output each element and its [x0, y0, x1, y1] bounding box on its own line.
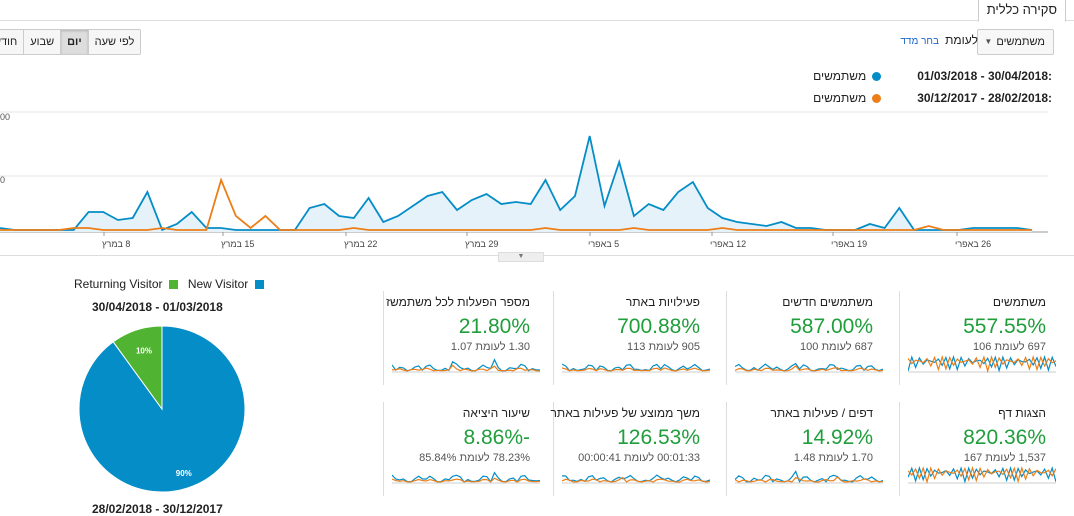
metric-card-change: 126.53%: [617, 426, 700, 449]
sparkline: [735, 362, 883, 373]
metric-card-change: 820.36%: [963, 426, 1046, 449]
pie-legend: Returning Visitor New Visitor: [74, 277, 264, 291]
metric-card[interactable]: דפים / פעילות באתר 14.92% 1.70 לעומת 1.48: [726, 402, 883, 496]
metric-card-title: דפים / פעילות באתר: [770, 406, 873, 420]
metric-card-compare: 1,537 לעומת 167: [963, 452, 1046, 464]
pie-slice-label: 10%: [136, 347, 152, 356]
x-tick-label: 19 באפרי: [831, 239, 868, 249]
sparkline: [392, 358, 540, 373]
metric-dropdown[interactable]: ▼ משתמשים: [977, 29, 1054, 55]
sparkline-series: [392, 358, 540, 372]
sparkline-series: [562, 367, 710, 372]
versus-label: לעומת: [945, 33, 978, 47]
legend-metric: משתמשים: [813, 69, 867, 83]
sparkline: [735, 470, 883, 484]
legend-new: New Visitor: [188, 277, 264, 291]
pie-date-previous: 28/02/2018 - 30/12/2017: [92, 502, 223, 516]
chevron-down-icon: ▼: [984, 37, 993, 46]
legend-square-icon: [254, 280, 264, 290]
sparkline: [908, 466, 1056, 484]
sparkline-series: [392, 477, 540, 483]
x-tick-label: 5 באפרי: [588, 239, 620, 249]
metric-card-change: 557.55%: [963, 315, 1046, 338]
series-dot-icon: [872, 71, 882, 81]
metric-card[interactable]: משתמשים חדשים 587.00% 687 לעומת 100: [726, 291, 883, 385]
metric-dropdown-label: משתמשים: [996, 36, 1045, 48]
metric-card[interactable]: שיעור היציאה -8.86% 78.23% לעומת 85.84%: [383, 402, 540, 496]
x-tick-label: 29 במרץ: [465, 239, 499, 249]
metric-card-compare: 78.23% לעומת 85.84%: [419, 452, 530, 464]
series-line[interactable]: [0, 177, 1032, 231]
metric-card-title: משך ממוצע של פעילות באתר: [550, 406, 700, 420]
metric-card-title: הצגות דף: [998, 406, 1046, 420]
x-tick-label: 26 באפרי: [955, 239, 992, 249]
sparkline-series: [735, 476, 883, 483]
metric-card-change: 14.92%: [801, 426, 873, 449]
metric-card-change: -8.86%: [463, 426, 530, 449]
metric-card-title: פעילויות באתר: [625, 295, 700, 309]
metric-card[interactable]: משך ממוצע של פעילות באתר 126.53% 00:01:33 …: [550, 402, 710, 496]
legend-metric: משתמשים: [813, 91, 867, 105]
sparkline-series: [735, 362, 883, 372]
sparkline-series: [562, 476, 710, 483]
pie-slice-returning-visitor[interactable]: [112, 325, 163, 411]
metric-card[interactable]: פעילויות באתר 700.88% 905 לעומת 113: [553, 291, 710, 385]
series-dot-icon: [872, 93, 882, 103]
day-button[interactable]: יום: [60, 30, 88, 54]
sparkline-series: [392, 364, 540, 372]
legend-series-1: :30/04/2018 - 01/03/2018 משתמשים: [813, 69, 1052, 83]
collapse-handle[interactable]: ▼: [498, 252, 544, 262]
metric-card-compare: 905 לעומת 113: [627, 341, 700, 353]
legend-returning: Returning Visitor: [74, 277, 178, 291]
x-tick-label: 8 במרץ: [102, 239, 131, 249]
metric-card-compare: 1.70 לעומת 1.48: [793, 452, 873, 464]
y-tick-label: 00: [0, 112, 11, 122]
sparkline-series: [735, 365, 883, 372]
metric-card-change: 587.00%: [790, 315, 873, 338]
sparkline: [562, 363, 710, 373]
line-chart[interactable]: [0, 108, 1048, 236]
sparkline: [392, 471, 540, 484]
sparkline: [908, 355, 1056, 373]
pick-metric-link[interactable]: בחר מדד: [900, 36, 939, 47]
metric-card[interactable]: מספר הפעלות לכל משתמשז 21.80% 1.30 לעומת 1…: [383, 291, 540, 385]
legend-series-2: :28/02/2018 - 30/12/2017 משתמשים: [813, 91, 1052, 105]
legend-range: :28/02/2018 - 30/12/2017: [917, 91, 1052, 105]
metric-card-title: משתמשים חדשים: [782, 295, 873, 309]
metric-card-compare: 697 לעומת 106: [973, 341, 1046, 353]
legend-square-icon: [168, 280, 178, 290]
metric-card-title: משתמשים: [992, 295, 1046, 309]
metric-card-change: 700.88%: [617, 315, 700, 338]
x-tick-label: 15 במרץ: [221, 239, 255, 249]
series-area: [0, 136, 1032, 232]
pie-slice-label: 90%: [176, 469, 192, 478]
sparkline-series: [908, 466, 1056, 484]
visitor-pie-chart[interactable]: 90% 10%: [78, 325, 246, 493]
metric-card-compare: 1.30 לעומת 1.07: [450, 341, 530, 353]
metric-card-compare: 687 לעומת 100: [800, 341, 873, 353]
legend-range: :30/04/2018 - 01/03/2018: [917, 69, 1052, 83]
x-tick-label: 12 באפרי: [710, 239, 747, 249]
pie-date-current: 30/04/2018 - 01/03/2018: [92, 300, 223, 314]
week-button[interactable]: שבוע: [23, 30, 60, 54]
sparkline: [562, 474, 710, 484]
metric-card[interactable]: הצגות דף 820.36% 1,537 לעומת 167: [899, 402, 1056, 496]
series-line[interactable]: [0, 135, 1033, 232]
y-tick-label: 0: [0, 175, 6, 185]
metric-card-title: מספר הפעלות לכל משתמשז: [386, 295, 530, 309]
metric-card-compare: 00:01:33 לעומת 00:00:41: [578, 452, 700, 464]
tab-overview[interactable]: סקירה כללית: [977, 0, 1066, 22]
hourly-button[interactable]: לפי שעה: [87, 30, 141, 54]
metric-card[interactable]: משתמשים 557.55% 697 לעומת 106: [899, 291, 1056, 385]
metric-card-title: שיעור היציאה: [462, 406, 530, 420]
sparkline-series: [562, 363, 710, 372]
tab-bar: [0, 0, 1074, 21]
sparkline-series: [908, 355, 1056, 373]
x-tick-label: 22 במרץ: [344, 239, 378, 249]
metric-card-change: 21.80%: [458, 315, 530, 338]
